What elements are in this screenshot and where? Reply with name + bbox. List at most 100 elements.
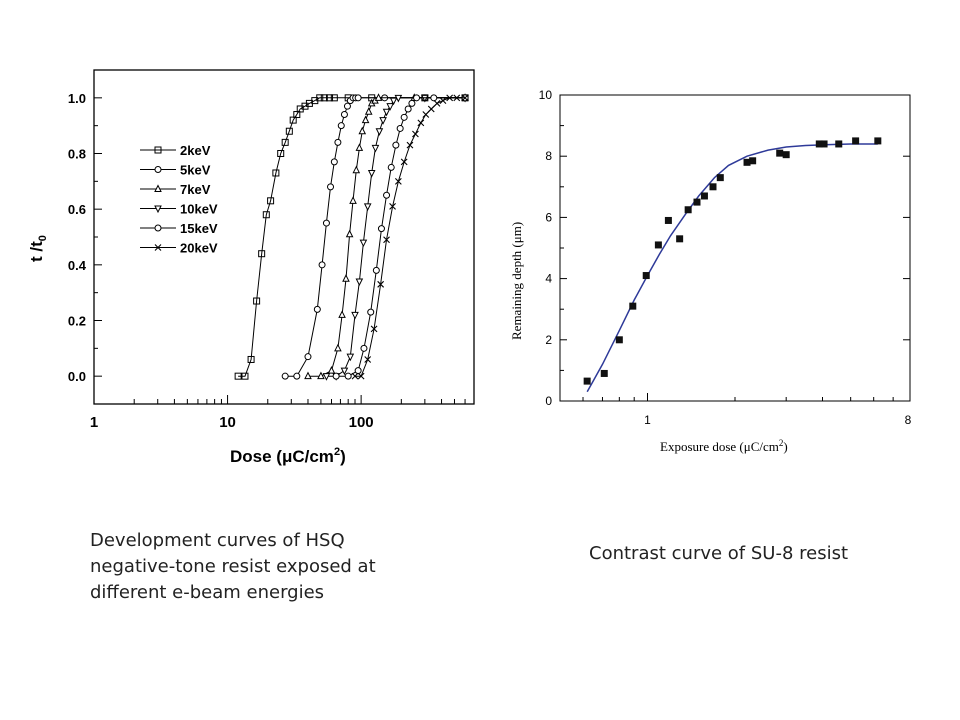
left-x-tick-label: 10 [219,414,236,431]
series-15keV [332,94,469,380]
data-point-10keV [346,353,355,362]
data-point-2keV [285,127,293,135]
data-point-7keV [361,115,370,124]
left-x-tick-label: 100 [349,414,374,431]
data-point-10keV [394,94,403,103]
data-point-20keV [406,141,414,149]
data-point-10keV [322,373,331,381]
data-point-5keV [337,122,345,130]
data-point-2keV [262,211,270,219]
data-point-20keV [427,105,435,113]
right-x-axis-label: Exposure dose (μC/cm2) [660,438,788,454]
data-point-5keV [304,353,312,361]
data-point-su8 [615,336,623,344]
legend-marker-20keV [154,244,162,251]
left-y-tick-label: 0.0 [68,369,86,384]
data-point-su8 [716,174,724,182]
data-point-su8 [664,216,672,224]
right-y-tick-label: 2 [545,333,552,347]
data-point-su8 [642,272,650,280]
legend-marker-7keV [154,184,162,192]
data-point-5keV [354,94,362,102]
series-5keV [281,94,469,380]
series-line-20keV [355,97,466,377]
data-point-15keV [400,113,408,121]
data-point-7keV [364,107,373,115]
right-plot-frame [559,94,911,402]
data-point-15keV [377,225,385,233]
fit-curve [586,143,878,393]
data-point-15keV [344,372,352,380]
data-point-2keV [316,94,324,102]
legend-marker-5keV [154,166,162,173]
data-point-7keV [317,371,325,380]
data-point-5keV [330,158,338,166]
data-point-15keV [396,124,404,132]
data-point-5keV [281,372,289,380]
legend-marker-10keV [154,205,162,214]
data-point-su8 [815,140,823,148]
data-point-20keV [357,372,365,380]
data-point-2keV [272,169,280,177]
data-point-10keV [382,108,391,117]
data-point-su8 [743,158,751,166]
data-point-20keV [377,280,385,288]
data-point-su8 [684,206,692,214]
data-point-20keV [422,111,430,118]
data-point-7keV [349,196,357,204]
data-point-5keV [340,111,348,119]
left-plot-frame [93,69,475,405]
data-point-2keV [234,372,242,380]
legend-label-15keV: 15keV [180,221,218,236]
data-point-7keV [327,365,336,374]
data-point-15keV [387,163,395,171]
data-point-10keV [355,278,364,287]
right-y-axis-label: Remaining depth (μm) [509,222,524,340]
data-point-15keV [367,308,375,316]
data-point-10keV [421,94,429,103]
data-point-su8 [776,149,784,157]
left-x-axis-label: Dose (μC/cm2) [230,446,346,466]
data-point-15keV [430,94,438,102]
data-point-15keV [408,99,416,107]
data-point-20keV [433,100,441,107]
data-point-10keV [371,144,380,153]
data-point-5keV [334,138,342,146]
data-point-su8 [782,151,790,159]
right-y-tick-label: 0 [545,394,552,408]
data-point-su8 [700,192,708,200]
data-point-su8 [600,369,608,377]
right-y-tick-label: 8 [545,149,552,163]
data-point-5keV [327,183,335,191]
data-point-15keV [413,94,421,102]
data-point-20keV [394,177,402,185]
caption-hsq: Development curves of HSQ negative-tone … [90,530,376,603]
data-point-2keV [281,138,289,146]
data-point-20keV [364,356,372,363]
data-point-2keV [247,355,255,363]
data-point-10keV [340,367,349,376]
data-point-5keV [322,219,330,227]
data-point-su8 [835,140,843,148]
left-y-tick-label: 0.4 [68,258,87,273]
data-point-7keV [358,126,367,135]
data-point-20keV [461,94,469,102]
data-point-su8 [852,137,860,145]
data-point-10keV [367,169,376,178]
data-point-15keV [354,367,362,375]
data-point-15keV [360,344,368,352]
data-point-20keV [389,202,396,210]
data-point-2keV [267,197,275,205]
data-point-5keV [343,102,351,110]
data-point-su8 [654,241,662,249]
series-line-15keV [336,97,466,377]
data-point-20keV [453,94,461,102]
data-point-20keV [439,97,447,105]
right-x-tick-label: 1 [644,413,651,427]
left-x-tick-label: 1 [90,414,98,431]
right-y-tick-label: 10 [539,88,553,102]
data-point-10keV [363,203,372,212]
caption-su8: Contrast curve of SU-8 resist [589,543,849,564]
data-point-7keV [355,143,364,151]
data-point-10keV [375,128,384,136]
